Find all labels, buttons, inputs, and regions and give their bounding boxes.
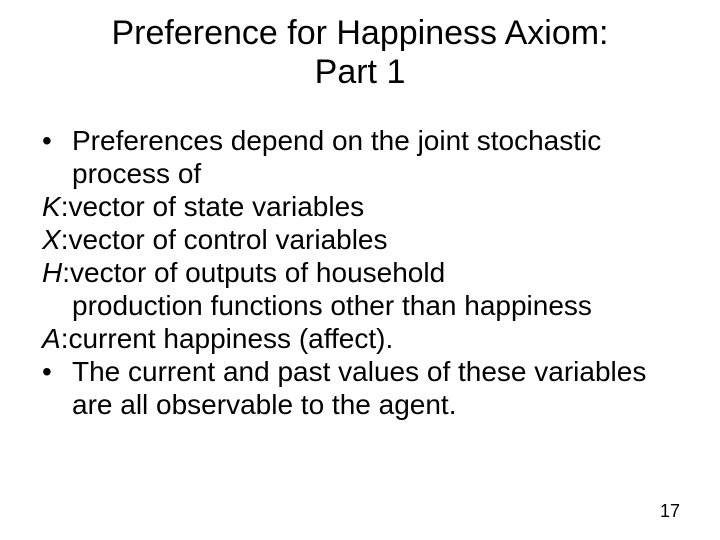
def-label-x: X bbox=[42, 223, 61, 256]
bullet-item-1: • Preferences depend on the joint stocha… bbox=[42, 124, 682, 190]
def-text-k: vector of state variables bbox=[68, 190, 682, 223]
definition-k: K: vector of state variables bbox=[42, 190, 682, 223]
bullet-text-1: Preferences depend on the joint stochast… bbox=[72, 124, 682, 190]
title-line-2: Part 1 bbox=[315, 53, 406, 91]
def-label-h: H bbox=[42, 256, 62, 289]
def-text-a: current happiness (affect). bbox=[68, 322, 682, 355]
page-number: 17 bbox=[660, 501, 680, 522]
bullet-marker: • bbox=[42, 355, 72, 421]
slide-title: Preference for Happiness Axiom: Part 1 bbox=[0, 14, 720, 92]
def-label-k: K bbox=[42, 190, 61, 223]
slide: Preference for Happiness Axiom: Part 1 •… bbox=[0, 0, 720, 540]
definition-a: A: current happiness (affect). bbox=[42, 322, 682, 355]
def-colon: : bbox=[61, 223, 69, 256]
def-label-a: A bbox=[42, 322, 61, 355]
definition-h: H: vector of outputs of household bbox=[42, 256, 682, 289]
def-text-x: vector of control variables bbox=[68, 223, 682, 256]
def-colon: : bbox=[61, 322, 69, 355]
def-colon: : bbox=[62, 256, 70, 289]
def-colon: : bbox=[61, 190, 69, 223]
def-text-h: vector of outputs of household bbox=[70, 256, 682, 289]
def-text-h-cont: production functions other than happines… bbox=[72, 289, 682, 322]
slide-body: • Preferences depend on the joint stocha… bbox=[42, 124, 682, 421]
title-line-1: Preference for Happiness Axiom: bbox=[111, 14, 608, 52]
bullet-text-2: The current and past values of these var… bbox=[72, 355, 682, 421]
definition-x: X: vector of control variables bbox=[42, 223, 682, 256]
bullet-item-2: • The current and past values of these v… bbox=[42, 355, 682, 421]
bullet-marker: • bbox=[42, 124, 72, 190]
